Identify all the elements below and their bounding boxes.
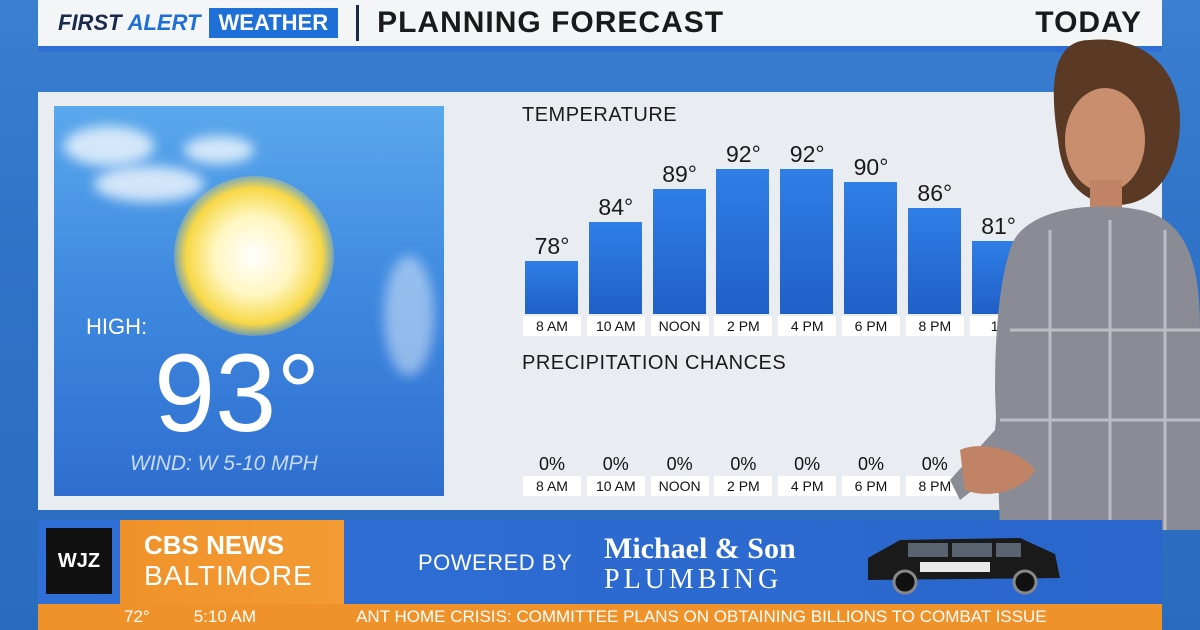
sponsor-name: Michael & Son (604, 532, 796, 565)
temperature-value: 92° (789, 140, 825, 167)
brand-first: FIRST (58, 10, 122, 35)
temperature-bar (588, 221, 642, 314)
sponsor-band: WJZ CBS NEWS BALTIMORE POWERED BY Michae… (38, 520, 1162, 604)
brand-logo: FIRST ALERT WEATHER (58, 8, 339, 38)
precipitation-value: 0% (794, 454, 821, 474)
vehicle-icon (868, 538, 1060, 595)
temperature-value: 92° (726, 140, 761, 167)
sponsor-sub: PLUMBING (604, 564, 783, 595)
temperature-time-label: 8 PM (905, 316, 964, 336)
brand-alert: ALERT (127, 10, 201, 35)
temperature-time-label: 2 PM (714, 316, 773, 336)
temperature-time-label: 4 PM (778, 316, 837, 336)
temperature-time-label: 10 AM (586, 316, 645, 336)
network-label: CBS NEWS (144, 530, 285, 560)
temperature-time-label: 6 PM (842, 316, 900, 336)
precipitation-time-label: 4 PM (778, 476, 837, 496)
forecast-panel: HIGH: 93° WIND: W 5-10 MPH TEMPERATURE 7… (38, 92, 1162, 510)
page-title: PLANNING FORECAST (377, 6, 725, 39)
temperature-time-label: 8 AM (523, 316, 581, 336)
header-divider (356, 5, 360, 41)
news-ticker: 72° 5:10 AM ANT HOME CRISIS: COMMITTEE P… (38, 604, 1162, 630)
cloud-icon (64, 126, 154, 166)
presenter-image (950, 39, 1200, 530)
precipitation-time-label: 6 PM (842, 476, 900, 496)
city-label: BALTIMORE (144, 560, 313, 591)
forecast-day: TODAY (1035, 6, 1142, 39)
sun-icon (174, 176, 334, 336)
wind-info: WIND: W 5-10 MPH (130, 452, 318, 475)
temperature-bar (844, 182, 897, 314)
cloud-icon (384, 256, 434, 376)
temperature-bar (525, 261, 578, 314)
header-bar: FIRST ALERT WEATHER PLANNING FORECAST TO… (38, 0, 1162, 52)
precipitation-value: 0% (921, 454, 948, 474)
precipitation-time-label: 10 AM (586, 476, 645, 496)
wjz-logo: WJZ (46, 528, 112, 594)
ticker-temperature: 72° (124, 607, 150, 626)
precipitation-time-label: 8 PM (905, 476, 964, 496)
station-label: WJZ (57, 549, 101, 572)
ticker-headline: ANT HOME CRISIS: COMMITTEE PLANS ON OBTA… (356, 607, 1047, 626)
temperature-time-label: NOON (650, 316, 709, 336)
precipitation-value: 0% (666, 454, 693, 474)
precipitation-time-label: 2 PM (714, 476, 773, 496)
precipitation-time-label: 8 AM (523, 476, 581, 496)
precipitation-value: 0% (538, 454, 565, 474)
powered-by-label: POWERED BY (418, 550, 573, 575)
temperature-value: 78° (534, 233, 570, 260)
temperature-title: TEMPERATURE (522, 104, 678, 126)
temperature-bar (907, 208, 961, 314)
cloud-icon (184, 136, 254, 164)
temperature-bar (716, 168, 770, 314)
high-label: HIGH: (86, 314, 148, 339)
temperature-bar (652, 188, 706, 314)
temperature-value: 84° (598, 193, 634, 220)
precipitation-value: 0% (857, 454, 884, 474)
sky-graphic: HIGH: 93° WIND: W 5-10 MPH (54, 106, 444, 496)
ticker-time: 5:10 AM (193, 607, 257, 626)
temperature-value: 90° (853, 154, 889, 180)
precipitation-value: 0% (730, 454, 757, 474)
temperature-value: 81° (981, 213, 1016, 240)
temperature-value: 89° (662, 160, 697, 187)
temperature-bar (780, 168, 834, 314)
cbs-news-logo: CBS NEWS BALTIMORE (120, 520, 344, 604)
high-temperature: 93° (154, 332, 321, 455)
brand-weather: WEATHER (208, 8, 339, 38)
precipitation-time-label: NOON (650, 476, 709, 496)
temperature-value: 86° (917, 180, 953, 207)
precipitation-title: PRECIPITATION CHANCES (522, 352, 787, 374)
cloud-icon (94, 166, 204, 202)
precipitation-value: 0% (602, 454, 629, 474)
